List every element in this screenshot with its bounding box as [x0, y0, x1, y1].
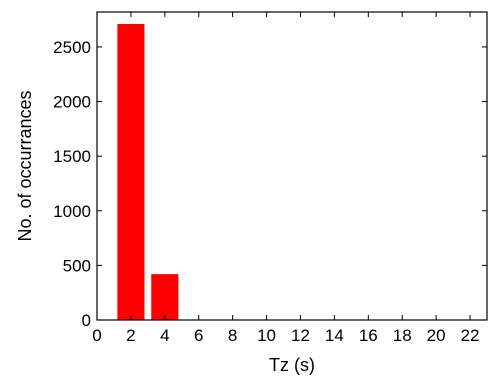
- x-tick-label: 8: [228, 326, 237, 345]
- x-tick-label: 18: [393, 326, 412, 345]
- bar-4: [151, 274, 179, 320]
- y-tick-label: 2500: [53, 38, 91, 57]
- x-ticks-layer: 0 2 4 6 8 10 12 14 16 18 20 22: [92, 12, 480, 345]
- y-tick-label: 2000: [53, 93, 91, 112]
- plot-frame: [96, 11, 488, 321]
- x-tick-label: 22: [461, 326, 480, 345]
- y-ticks-layer: 0 500 1000 1500 2000 2500: [53, 38, 487, 330]
- x-tick-label: 0: [92, 326, 101, 345]
- y-tick-label: 1500: [53, 147, 91, 166]
- x-tick-label: 6: [194, 326, 203, 345]
- y-tick-label: 500: [63, 256, 91, 275]
- x-tick-label: 16: [359, 326, 378, 345]
- x-tick-label: 20: [427, 326, 446, 345]
- bar-2: [117, 24, 145, 320]
- x-tick-label: 4: [160, 326, 169, 345]
- x-tick-label: 12: [291, 326, 310, 345]
- y-tick-label: 1000: [53, 202, 91, 221]
- y-axis-title: No. of occurrances: [15, 90, 35, 241]
- y-tick-label: 0: [82, 311, 91, 330]
- x-axis-title: Tz (s): [269, 355, 315, 375]
- bars-layer: [117, 24, 179, 320]
- x-tick-label: 10: [257, 326, 276, 345]
- x-tick-label: 14: [325, 326, 344, 345]
- x-tick-label: 2: [126, 326, 135, 345]
